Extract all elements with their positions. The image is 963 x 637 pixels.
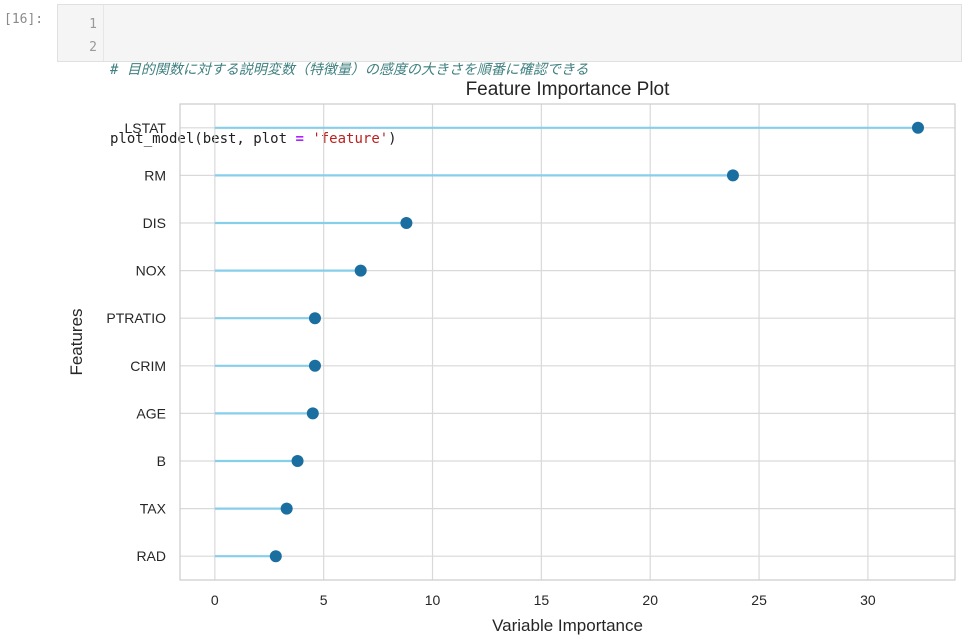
feature-importance-chart: LSTAT RM DIS NOX PTRATIO CRIM AGE B TAX RAD 0 5 10 1…: [67, 79, 956, 635]
x-tick-label: 30: [860, 592, 876, 608]
importance-point: [400, 217, 413, 229]
x-tick-label: 25: [751, 592, 767, 608]
code-call: plot_model(best, plot: [110, 131, 296, 147]
feature-label: B: [157, 453, 166, 469]
line-number: 2: [89, 40, 97, 55]
lollipop-marks: [214, 121, 924, 563]
importance-point: [269, 550, 282, 563]
code-editor[interactable]: # 目的関数に対する説明変数（特徴量）の感度の大きさを順番に確認できる plot…: [110, 13, 589, 197]
feature-label: NOX: [136, 263, 167, 279]
plot-frame: [179, 103, 956, 581]
importance-point: [308, 312, 321, 325]
importance-point: [291, 455, 304, 467]
feature-label: AGE: [136, 405, 166, 421]
code-string: 'feature': [312, 131, 389, 147]
x-axis-label: Variable Importance: [492, 616, 643, 635]
code-line-1: # 目的関数に対する説明変数（特徴量）の感度の大きさを順番に確認できる: [110, 59, 589, 82]
importance-point: [280, 502, 293, 515]
feature-label: RM: [144, 167, 166, 183]
feature-label: PTRATIO: [106, 310, 166, 326]
x-tick-label: 5: [320, 592, 328, 608]
y-axis-label: Features: [67, 308, 86, 375]
x-tick-label: 20: [642, 592, 658, 608]
feature-tick-labels: LSTAT RM DIS NOX PTRATIO CRIM AGE B TAX RAD: [106, 120, 166, 564]
chart-title: Feature Importance Plot: [466, 79, 671, 100]
feature-label: LSTAT: [125, 120, 167, 136]
cell-prompt: [16]:: [4, 12, 44, 27]
feature-label: RAD: [136, 548, 166, 564]
x-tick-labels: 0 5 10 15 20 25 30: [211, 592, 876, 608]
feature-label: CRIM: [130, 358, 166, 374]
importance-point: [354, 264, 367, 277]
code-paren: ): [388, 131, 397, 147]
x-tick-label: 0: [211, 592, 219, 608]
code-comment: # 目的関数に対する説明変数（特徴量）の感度の大きさを順番に確認できる: [110, 62, 589, 78]
vertical-gridlines: [214, 104, 869, 580]
importance-point: [911, 121, 924, 134]
feature-label: TAX: [140, 501, 167, 517]
line-number-gutter: 1 2: [58, 5, 104, 61]
horizontal-gridlines: [180, 127, 955, 557]
feature-label: DIS: [143, 215, 166, 231]
code-line-2: plot_model(best, plot = 'feature'): [110, 128, 589, 151]
x-tick-label: 15: [534, 592, 550, 608]
x-tick-label: 10: [425, 592, 441, 608]
code-operator: =: [295, 131, 304, 147]
importance-point: [308, 359, 321, 372]
line-number: 1: [89, 17, 97, 32]
code-cell[interactable]: 1 2 # 目的関数に対する説明変数（特徴量）の感度の大きさを順番に確認できる …: [57, 4, 962, 147]
importance-point: [306, 407, 319, 420]
importance-point: [726, 169, 739, 182]
